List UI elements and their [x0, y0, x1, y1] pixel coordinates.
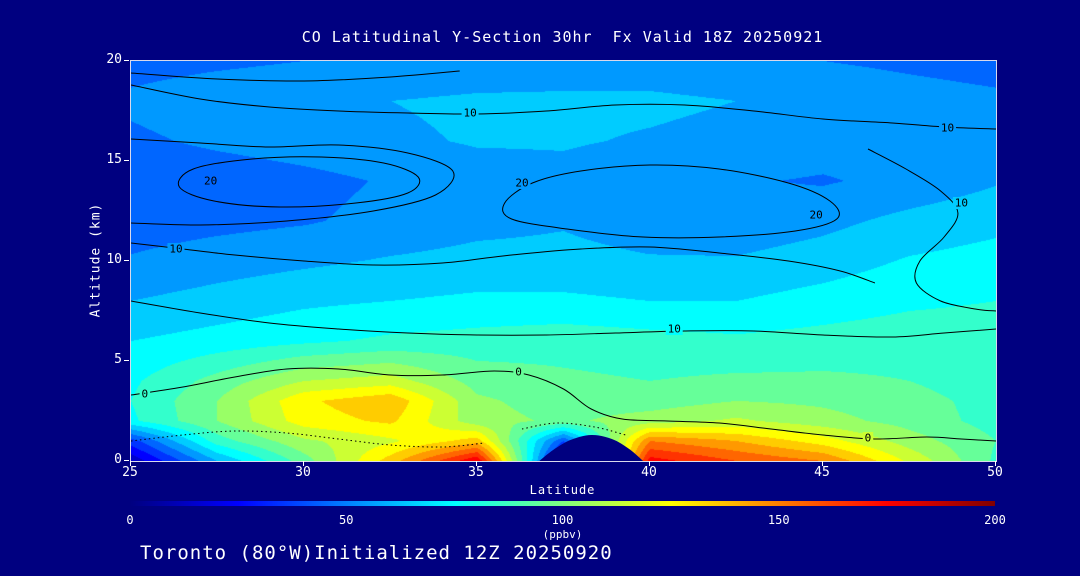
contour-label-backing: [665, 323, 683, 335]
contour-line: [131, 300, 996, 338]
contour-line: [177, 156, 421, 208]
x-tick-mark: [303, 461, 304, 466]
contour-line: [867, 148, 996, 312]
contour-label: 20: [204, 175, 217, 188]
contour-line: [521, 422, 626, 436]
contour-label: 20: [809, 209, 822, 222]
contour-label: 10: [463, 107, 476, 120]
contour-label: 20: [515, 177, 528, 190]
y-tick-label: 10: [106, 252, 122, 267]
plot-area: 10 10 20 20 20 10 10 10 0 0 0: [130, 60, 997, 462]
colorbar: [130, 501, 995, 506]
y-tick-label: 20: [106, 52, 122, 67]
y-tick-mark: [124, 460, 129, 461]
terrain-mask: [539, 434, 644, 461]
x-axis-label: Latitude: [529, 483, 596, 497]
colorbar-tick-label: 100: [551, 513, 574, 527]
contour-label-backing: [952, 197, 970, 209]
y-tick-mark: [124, 60, 129, 61]
colorbar-tick-label: 150: [767, 513, 790, 527]
contour-label-backing: [139, 388, 151, 400]
heatmap-canvas: [131, 61, 996, 461]
contour-label-backing: [807, 209, 825, 221]
contour-label-backing: [939, 122, 957, 134]
contour-label: 0: [865, 432, 872, 445]
x-tick-mark: [476, 461, 477, 466]
x-tick-label: 35: [468, 465, 484, 480]
contour-label-backing: [461, 107, 479, 119]
colorbar-tick-label: 0: [126, 513, 134, 527]
y-tick-label: 0: [114, 452, 122, 467]
x-tick-mark: [649, 461, 650, 466]
y-tick-mark: [124, 360, 129, 361]
colorbar-tick-label: 50: [339, 513, 354, 527]
contour-label: 10: [955, 197, 968, 210]
x-tick-mark: [822, 461, 823, 466]
run-info: Toronto (80°W)Initialized 12Z 20250920: [140, 542, 613, 564]
contour-label: 10: [941, 122, 954, 135]
colorbar-units-label: (ppbv): [542, 528, 583, 541]
y-tick-mark: [124, 160, 129, 161]
x-tick-mark: [995, 461, 996, 466]
x-tick-label: 30: [295, 465, 311, 480]
x-tick-mark: [130, 461, 131, 466]
x-tick-label: 40: [641, 465, 657, 480]
contour-line: [131, 138, 455, 226]
colorbar-tick-label: 200: [984, 513, 1006, 527]
contour-label: 0: [515, 366, 522, 379]
contour-line: [131, 367, 996, 442]
contour-overlay: 10 10 20 20 20 10 10 10 0 0 0: [131, 70, 996, 461]
y-tick-mark: [124, 260, 129, 261]
contour-label: 10: [169, 243, 182, 256]
contour-label-backing: [513, 366, 524, 378]
contour-line: [502, 164, 840, 239]
y-tick-label: 15: [106, 152, 122, 167]
contour-label: 10: [668, 323, 681, 336]
contour-line: [131, 430, 484, 448]
contour-line: [131, 70, 460, 82]
x-tick-label: 45: [814, 465, 830, 480]
contour-label-backing: [862, 432, 874, 444]
chart-title: CO Latitudinal Y-Section 30hr Fx Valid 1…: [301, 28, 824, 46]
contour-label-backing: [202, 175, 220, 187]
x-tick-label: 25: [122, 465, 138, 480]
contour-line: [131, 242, 876, 284]
x-tick-label: 50: [987, 465, 1003, 480]
contour-label: 0: [142, 388, 149, 401]
y-tick-label: 5: [114, 352, 122, 367]
contour-line: [131, 84, 996, 130]
contour-label-backing: [513, 177, 531, 189]
contour-label-backing: [167, 243, 185, 255]
